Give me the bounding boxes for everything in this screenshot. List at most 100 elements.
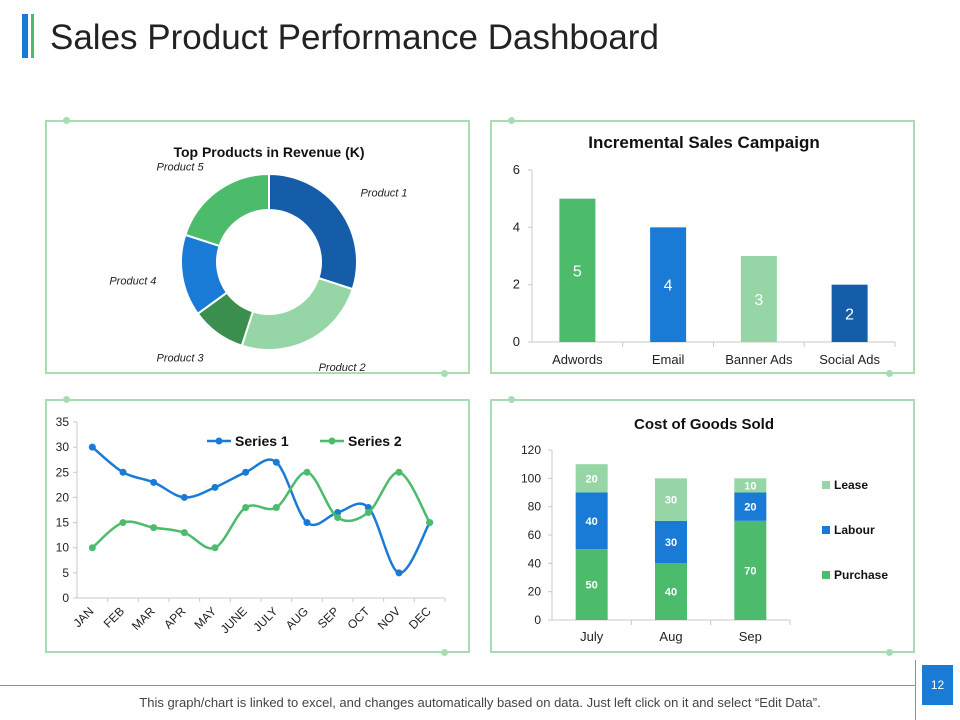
segment-value-label: 20 (586, 473, 598, 485)
y-tick-label: 4 (513, 219, 520, 234)
x-tick-label: APR (161, 604, 189, 632)
line-point (364, 509, 372, 517)
panel-corner-dot (63, 396, 70, 403)
line-point (395, 569, 403, 577)
line-point (272, 458, 280, 466)
donut-slice-label: Product 3 (157, 352, 205, 364)
x-tick-label: SEP (315, 604, 342, 631)
y-tick-label: 10 (56, 541, 70, 555)
bar-adwords (559, 198, 596, 342)
segment-value-label: 20 (744, 502, 756, 514)
title-accent-bar-secondary (31, 14, 34, 58)
x-tick-label: NOV (375, 604, 403, 632)
x-tick-label: FEB (101, 604, 127, 630)
panel-corner-dot (441, 370, 448, 377)
x-tick-label: Social Ads (819, 352, 880, 367)
x-tick-label: Aug (659, 629, 682, 644)
x-tick-label: JUNE (218, 604, 250, 636)
segment-value-label: 40 (665, 587, 677, 599)
line-chart-panel[interactable]: 0 5 10 15 20 25 30 35 JAN FEB MAR APR MAY JUNE JULY AUG… (45, 399, 470, 653)
x-tick-label: JAN (71, 604, 97, 630)
y-tick-label: 20 (56, 490, 70, 504)
x-tick-label: AUG (283, 604, 311, 632)
stacked-bar-chart-panel[interactable]: Cost of Goods Sold 0 20 40 60 80 100 120 50 40 20 J… (490, 399, 915, 653)
x-tick-label: MAR (129, 604, 158, 633)
donut-slice-label: Product 2 (319, 362, 366, 374)
stacked-bar-chart[interactable]: Cost of Goods Sold 0 20 40 60 80 100 120 50 40 20 J… (492, 401, 917, 655)
y-tick-label: 15 (56, 516, 70, 530)
x-tick-label: Banner Ads (725, 352, 793, 367)
line-point (88, 443, 96, 451)
bar-banner-ads (740, 256, 777, 342)
line-point (211, 483, 219, 491)
x-tick-label: MAY (191, 604, 219, 632)
line-point (242, 468, 250, 476)
line-point (395, 468, 403, 476)
y-tick-label: 35 (56, 415, 70, 429)
line-point (119, 519, 127, 527)
line-point (303, 468, 311, 476)
stacked-bar-segment-lease (734, 478, 767, 493)
legend-point-marker (215, 437, 223, 445)
y-tick-label: 30 (56, 440, 70, 454)
donut-chart[interactable]: Top Products in Revenue (K) Product 1 Prod… (47, 122, 472, 376)
line-point (334, 514, 342, 522)
stacked-bar-segment-lease (655, 478, 687, 521)
y-tick-label: 100 (521, 471, 541, 485)
legend-label: Series 2 (348, 433, 402, 449)
chart-title: Incremental Sales Campaign (588, 133, 819, 152)
donut-slice-label: Product 1 (360, 188, 407, 200)
chart-title: Cost of Goods Sold (634, 416, 774, 433)
line-series-2 (91, 471, 431, 550)
y-tick-label: 60 (528, 528, 542, 542)
line-point (88, 544, 96, 552)
footer-vertical-divider (915, 660, 916, 720)
legend-label: Purchase (834, 568, 888, 582)
footer-note: This graph/chart is linked to excel, and… (139, 695, 821, 710)
line-point (150, 524, 158, 532)
segment-value-label: 40 (586, 516, 598, 528)
donut-chart-panel[interactable]: Top Products in Revenue (K) Product 1 Prod… (45, 120, 470, 374)
bar-chart-panel[interactable]: Incremental Sales Campaign 0 2 4 6 5 Adwords 4 E… (490, 120, 915, 374)
panel-corner-dot (63, 117, 70, 124)
segment-value-label: 30 (665, 537, 677, 549)
line-point (180, 529, 188, 537)
segment-value-label: 50 (586, 580, 598, 592)
legend-swatch (822, 526, 830, 534)
line-point (180, 493, 188, 501)
stacked-bar-segment-labour (734, 492, 767, 521)
panel-corner-dot (508, 396, 515, 403)
stacked-bar-segment-labour (575, 492, 608, 550)
footer-divider (0, 685, 915, 686)
bar-value-label: 5 (573, 263, 582, 280)
x-tick-label: July (580, 629, 604, 644)
stacked-bar-segment-purchase (575, 549, 608, 620)
donut-slice-1 (268, 172, 358, 291)
segment-value-label: 70 (744, 565, 756, 577)
donut-slice-label: Product 5 (157, 162, 205, 174)
bar-chart[interactable]: Incremental Sales Campaign 0 2 4 6 5 Adwords 4 E… (492, 122, 917, 376)
stacked-bar-segment-lease (575, 464, 608, 493)
legend-swatch (822, 571, 830, 579)
x-tick-label: JULY (250, 604, 280, 634)
y-tick-label: 0 (534, 613, 541, 627)
stacked-bar-segment-labour (655, 520, 687, 564)
y-tick-label: 6 (513, 162, 520, 177)
panel-corner-dot (886, 370, 893, 377)
line-point (272, 503, 280, 511)
legend-label: Series 1 (235, 433, 289, 449)
donut-slice-label: Product 4 (109, 275, 156, 287)
line-point (119, 468, 127, 476)
bar-value-label: 3 (754, 292, 763, 309)
chart-title: Top Products in Revenue (K) (173, 144, 364, 160)
x-tick-label: Email (652, 352, 685, 367)
segment-value-label: 30 (665, 495, 677, 507)
y-tick-label: 120 (521, 443, 541, 457)
legend-label: Labour (834, 523, 875, 537)
x-tick-label: Adwords (552, 352, 603, 367)
y-tick-label: 80 (528, 500, 542, 514)
y-tick-label: 0 (513, 334, 520, 349)
legend-label: Lease (834, 478, 868, 492)
stacked-bar-segment-purchase (655, 563, 687, 620)
